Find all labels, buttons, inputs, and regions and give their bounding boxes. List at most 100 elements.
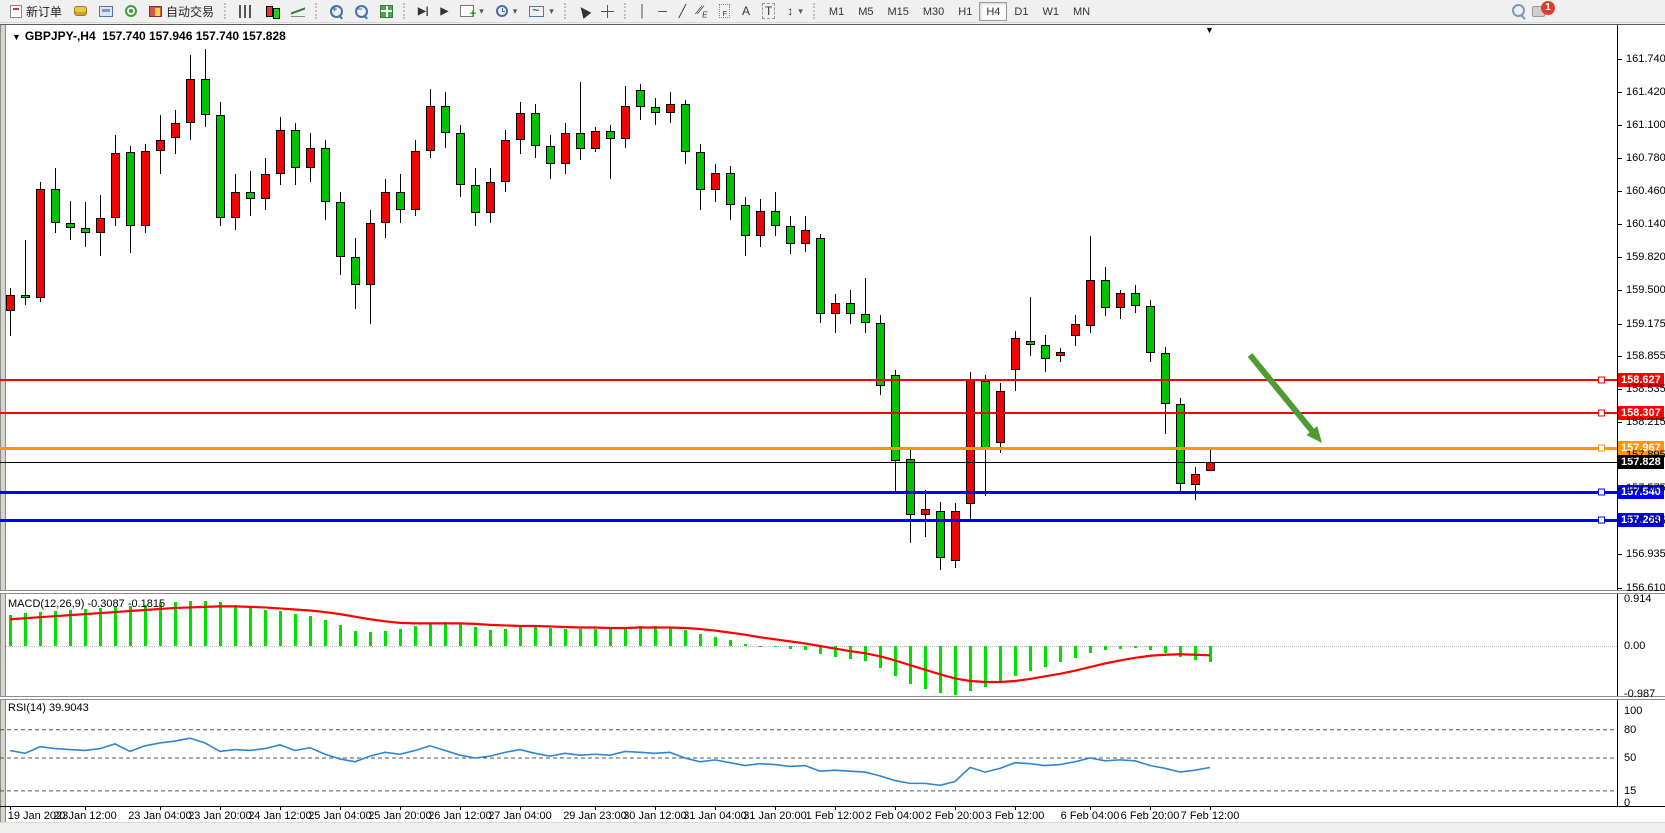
toolbar-separator (403, 3, 408, 19)
vertical-line-button[interactable]: │ (633, 1, 653, 21)
macd-histogram-bar (234, 604, 237, 646)
scroll-end-marker-icon[interactable]: ▼ (1205, 25, 1214, 35)
timeframe-m30[interactable]: M30 (922, 5, 945, 18)
fibonacci-icon: F (719, 3, 731, 19)
toolbar-separator (623, 3, 629, 19)
market-watch-button[interactable] (68, 1, 93, 21)
timeframe-m15[interactable]: M15 (887, 5, 909, 18)
search-icon[interactable] (1512, 4, 1526, 18)
horizontal-line[interactable] (0, 412, 1617, 414)
indicators-button[interactable]: ▾ (454, 1, 490, 21)
trendline-button[interactable]: ╱ (673, 1, 692, 21)
macd-histogram-bar (1044, 646, 1047, 667)
candle (156, 140, 165, 151)
candle (36, 188, 45, 299)
price-tick (1617, 157, 1622, 159)
price-tick-label: 156.935 (1626, 548, 1665, 561)
timeframe-w1[interactable]: W1 (1042, 5, 1059, 18)
window-left-splitter[interactable] (0, 25, 6, 822)
crosshair-button[interactable] (595, 1, 620, 21)
trendline-icon: ╱ (678, 4, 687, 18)
candle (636, 89, 645, 108)
hline-drag-handle[interactable] (1598, 516, 1605, 524)
line-chart-button[interactable] (285, 1, 311, 21)
candle (906, 459, 915, 515)
terminal-button[interactable] (93, 1, 119, 21)
rsi-label: RSI(14) 39.9043 (8, 702, 89, 714)
time-tick-label: 20 Jan 12:00 (53, 810, 117, 822)
horizontal-line[interactable] (0, 446, 1617, 450)
candle (351, 256, 360, 285)
macd-histogram-bar (654, 626, 657, 646)
signals-button[interactable] (119, 1, 143, 21)
macd-histogram-bar (264, 609, 267, 646)
macd-axis-label: -0.987 (1624, 688, 1656, 700)
horizontal-line[interactable] (0, 490, 1617, 494)
horizontal-line[interactable] (0, 518, 1617, 522)
templates-button[interactable]: ▾ (523, 1, 560, 21)
text-label-button[interactable]: T (756, 1, 781, 21)
time-tick (895, 806, 896, 810)
hline-drag-handle[interactable] (1598, 444, 1605, 452)
timeframe-m1[interactable]: M1 (828, 5, 845, 18)
macd-histogram-bar (939, 646, 942, 694)
chart-title-dropdown-icon[interactable]: ▼ (12, 32, 21, 42)
candlestick-button[interactable] (259, 1, 285, 21)
candle (1131, 293, 1140, 307)
candle (21, 295, 30, 299)
macd-histogram-bar (1059, 646, 1062, 663)
macd-histogram-bar (564, 629, 567, 646)
timeframe-h1[interactable]: H1 (958, 5, 973, 18)
macd-histogram-bar (69, 609, 72, 646)
timeframe-mn[interactable]: MN (1072, 5, 1091, 18)
auto-scroll-button[interactable]: ▶| (412, 1, 435, 21)
macd-histogram-bar (474, 627, 477, 646)
window-border (0, 24, 1665, 25)
macd-panel-splitter[interactable] (0, 590, 1665, 594)
macd-histogram-bar (519, 626, 522, 646)
timeframe-d1[interactable]: D1 (1014, 5, 1029, 18)
autotrade-button[interactable]: 自动交易 (143, 1, 220, 21)
hline-drag-handle[interactable] (1598, 376, 1605, 384)
candle (246, 192, 255, 200)
zoom-in-button[interactable]: + (324, 1, 349, 21)
horizontal-line-button[interactable]: ─ (652, 1, 673, 21)
time-tick (340, 806, 341, 810)
text-button[interactable]: A (736, 1, 756, 21)
fibonacci-button[interactable]: F (713, 1, 736, 21)
macd-histogram-bar (774, 646, 777, 648)
cursor-button[interactable] (573, 1, 595, 21)
zoom-out-button[interactable]: − (349, 1, 374, 21)
tile-windows-button[interactable] (374, 1, 399, 21)
chart-shift-button[interactable]: ▶ (435, 1, 455, 21)
arrows-button[interactable]: ↕ ▾ (781, 1, 809, 21)
hline-drag-handle[interactable] (1598, 488, 1605, 496)
candle (111, 152, 120, 218)
timeframe-h4[interactable]: H4 (979, 1, 1008, 21)
periods-button[interactable]: ▾ (490, 1, 524, 21)
price-tick (1617, 455, 1622, 457)
macd-histogram-bar (144, 604, 147, 646)
hline-drag-handle[interactable] (1598, 409, 1605, 417)
time-tick-label: 6 Feb 20:00 (1120, 810, 1180, 822)
notification-badge[interactable]: 1 (1541, 1, 1555, 15)
macd-histogram-bar (384, 630, 387, 646)
new-order-button[interactable]: 新订单 (4, 1, 68, 21)
macd-histogram-bar (444, 622, 447, 646)
macd-histogram-bar (954, 646, 957, 695)
horizontal-line[interactable] (0, 379, 1617, 381)
toolbar-separator (224, 3, 229, 19)
macd-histogram-bar (804, 646, 807, 651)
arrow-annotation[interactable] (1180, 330, 1360, 460)
bid-price-line[interactable] (0, 461, 1617, 463)
bar-chart-icon (239, 4, 254, 18)
candle (186, 78, 195, 123)
bar-chart-button[interactable] (233, 1, 259, 21)
candle (201, 78, 210, 115)
text-icon: A (742, 4, 751, 18)
rsi-axis-label: 0 (1624, 797, 1631, 809)
macd-axis-label: 0.00 (1624, 640, 1646, 652)
equidistant-channel-button[interactable]: ∕∕E (692, 1, 713, 21)
rsi-panel-splitter[interactable] (0, 696, 1665, 700)
timeframe-m5[interactable]: M5 (858, 5, 874, 18)
